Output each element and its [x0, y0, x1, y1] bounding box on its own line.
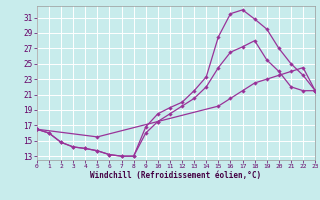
X-axis label: Windchill (Refroidissement éolien,°C): Windchill (Refroidissement éolien,°C) — [91, 171, 261, 180]
